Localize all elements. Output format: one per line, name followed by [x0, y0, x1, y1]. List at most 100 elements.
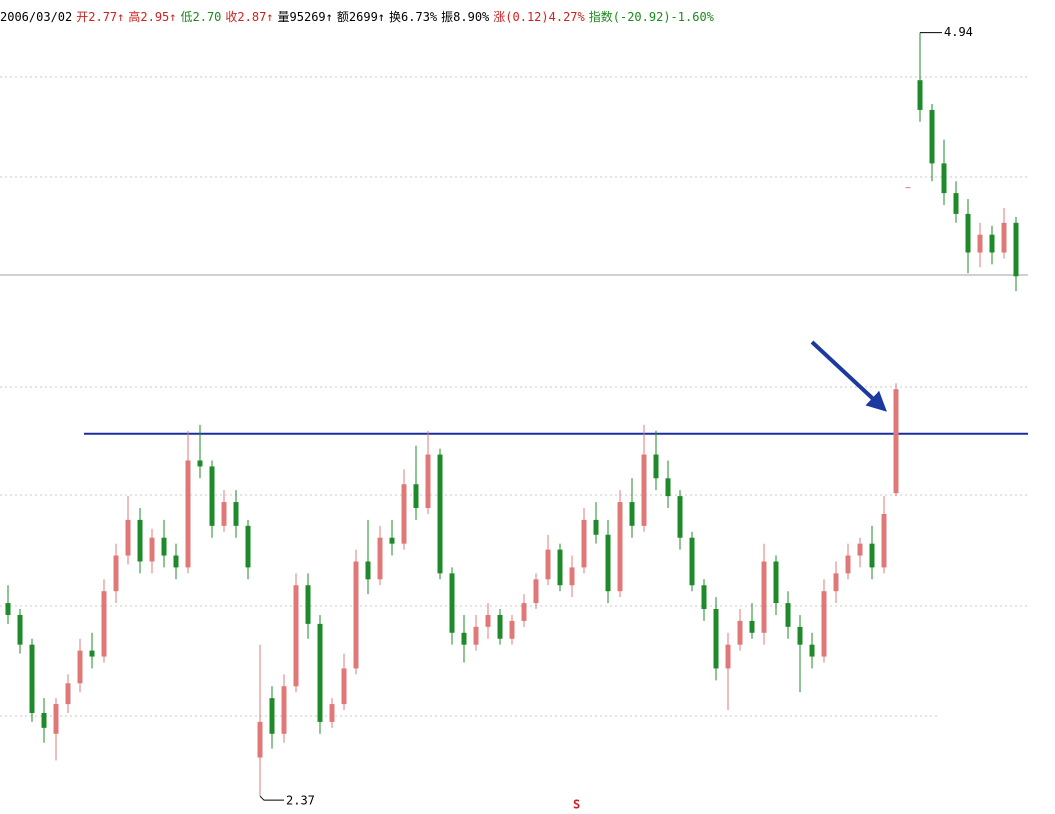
candle-body — [785, 603, 791, 627]
info-item: 低2.70 — [180, 10, 222, 24]
candle-body — [641, 454, 647, 526]
candle-body — [77, 650, 83, 684]
candle-body — [605, 534, 611, 592]
candle-body — [629, 502, 635, 526]
candle-body — [413, 484, 419, 509]
candle-body — [389, 537, 395, 544]
info-item: 开2.77↑ — [76, 10, 125, 24]
info-item: 指数(-20.92)-1.60% — [588, 10, 714, 24]
candle-body — [881, 513, 887, 568]
max-label: 4.94 — [944, 25, 973, 39]
candle-body — [833, 573, 839, 592]
candle-body — [425, 454, 431, 509]
candle-body — [113, 555, 119, 592]
candle-body — [905, 187, 911, 189]
candle-body — [149, 537, 155, 562]
candle-body — [653, 454, 659, 479]
candle-body — [569, 567, 575, 586]
candle-body — [929, 109, 935, 164]
candle-body — [509, 620, 515, 639]
candle-body — [1001, 222, 1007, 253]
candle-body — [893, 389, 899, 494]
candle-body — [533, 579, 539, 604]
candle-body — [797, 626, 803, 645]
candle-body — [317, 623, 323, 722]
candle-body — [29, 644, 35, 713]
candle-body — [17, 614, 23, 645]
candle-body — [245, 525, 251, 568]
candle-body — [173, 555, 179, 568]
candle-body — [941, 163, 947, 194]
candle-body — [137, 519, 143, 562]
candle-body — [665, 478, 671, 497]
candle-body — [581, 519, 587, 568]
candle-body — [233, 502, 239, 526]
candle-body — [749, 620, 755, 633]
candle-body — [917, 80, 923, 110]
candle-body — [365, 561, 371, 580]
candle-body — [89, 650, 95, 657]
candle-body — [545, 549, 551, 580]
min-leader — [259, 795, 284, 801]
candle-body — [281, 686, 287, 734]
candle-body — [341, 668, 347, 705]
candle-body — [869, 543, 875, 568]
candle-body — [593, 519, 599, 535]
candle-body — [461, 632, 467, 645]
candle-body — [221, 502, 227, 526]
candle-body — [449, 573, 455, 633]
candle-body — [65, 683, 71, 705]
info-item: 高2.95↑ — [128, 10, 177, 24]
candle-body — [821, 591, 827, 657]
arrow — [810, 340, 887, 412]
info-item: 收2.87↑ — [225, 10, 274, 24]
candle-body — [773, 561, 779, 604]
candle-body — [989, 234, 995, 253]
info-item: 量95269↑ — [277, 10, 333, 24]
candle-body — [689, 537, 695, 586]
candle-body — [353, 561, 359, 669]
info-item: 额2699↑ — [336, 10, 386, 24]
candle-body — [125, 519, 131, 556]
candle-body — [485, 614, 491, 627]
candle-body — [953, 193, 959, 214]
candle-body — [401, 484, 407, 544]
candle-body — [557, 549, 563, 586]
candle-body — [41, 712, 47, 728]
candle-body — [809, 644, 815, 657]
candle-body — [737, 620, 743, 645]
candle-body — [1013, 222, 1019, 277]
candle-body — [329, 704, 335, 722]
min-label: 2.37 — [286, 794, 315, 808]
candle-body — [725, 644, 731, 669]
candle-body — [209, 466, 215, 526]
candle-body — [497, 614, 503, 639]
candle-body — [713, 609, 719, 669]
candle-body — [965, 213, 971, 253]
info-bar: 2006/03/02 开2.77↑ 高2.95↑ 低2.70 收2.87↑ 量95269↑… — [0, 8, 718, 25]
candle-body — [977, 234, 983, 253]
info-item: 涨(0.12)4.27% — [493, 10, 585, 24]
candle-body — [257, 721, 263, 758]
info-item: 换6.73% — [389, 10, 438, 24]
candle-body — [857, 543, 863, 556]
candle-body — [473, 626, 479, 645]
candle-body — [305, 585, 311, 624]
info-item: 2006/03/02 — [0, 10, 73, 24]
candle-body — [197, 460, 203, 467]
candle-body — [677, 496, 683, 538]
bottom-label: S — [573, 798, 580, 812]
candle-body — [437, 454, 443, 574]
candle-body — [269, 698, 275, 734]
candle-body — [521, 603, 527, 621]
info-item: 振8.90% — [441, 10, 490, 24]
candle-body — [293, 585, 299, 687]
candle-body — [161, 537, 167, 556]
candle-body — [101, 591, 107, 657]
candle-body — [701, 585, 707, 610]
candle-body — [761, 561, 767, 633]
candle-body — [617, 502, 623, 592]
candle-body — [53, 704, 59, 734]
